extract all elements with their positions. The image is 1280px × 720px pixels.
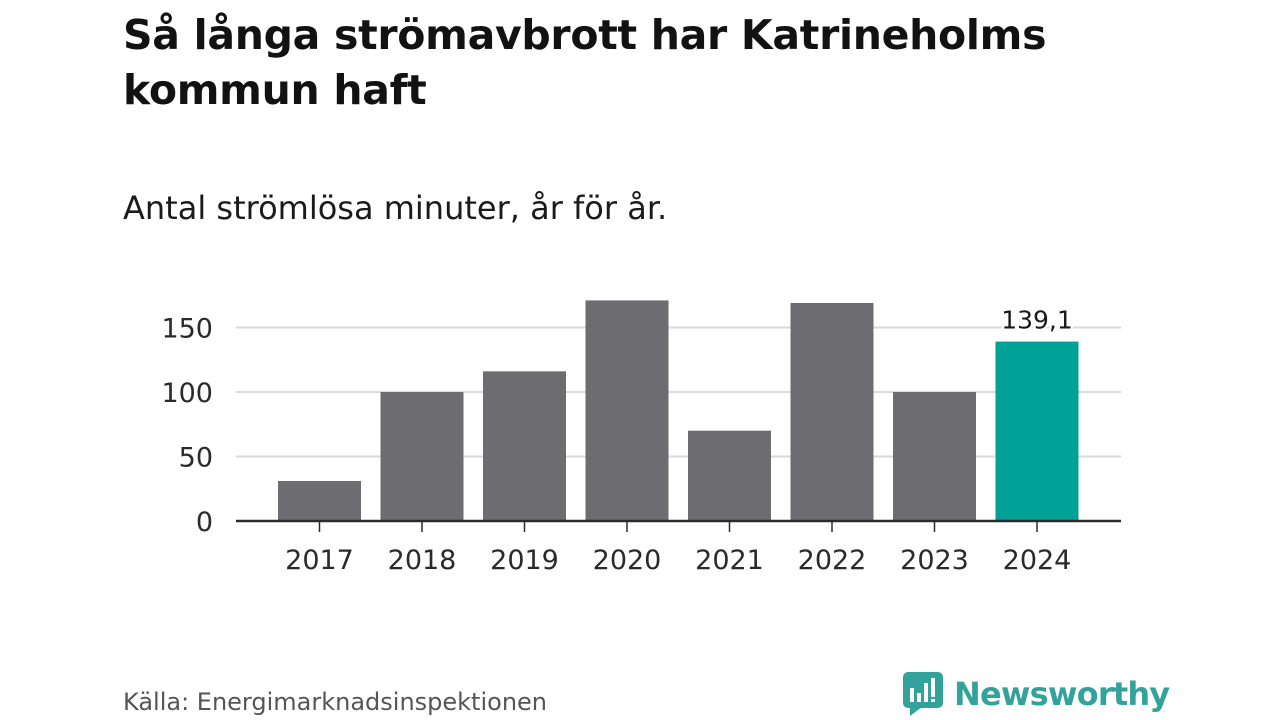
bar — [483, 371, 566, 521]
bar — [380, 392, 464, 521]
source-note: Källa: Energimarknadsinspektionen — [123, 688, 548, 716]
bar — [790, 302, 874, 521]
x-tick-label: 2019 — [490, 545, 559, 576]
x-tick-label: 2023 — [900, 545, 969, 576]
y-tick-label: 150 — [161, 314, 213, 345]
chart-title: Så långa strömavbrott har Katrineholms k… — [123, 11, 1047, 114]
brand-name: Newsworthy — [954, 675, 1170, 713]
chart-subtitle: Antal strömlösa minuter, år för år. — [123, 189, 668, 227]
bar — [278, 481, 361, 521]
x-tick-label: 2020 — [593, 545, 662, 576]
newsworthy-logo-icon — [903, 672, 943, 716]
bar — [585, 300, 669, 521]
data-label: 139,1 — [1001, 306, 1073, 335]
x-tick-label: 2022 — [798, 545, 867, 576]
y-tick-label: 0 — [196, 507, 213, 538]
brand-logo: Newsworthy — [902, 670, 1170, 718]
bar — [893, 392, 976, 521]
bar — [688, 430, 771, 521]
y-tick-label: 100 — [161, 378, 213, 409]
x-tick-label: 2017 — [285, 545, 354, 576]
y-tick-label: 50 — [179, 443, 213, 474]
x-tick-label: 2018 — [388, 545, 457, 576]
x-tick-label: 2024 — [1003, 545, 1072, 576]
x-tick-label: 2021 — [695, 545, 764, 576]
bar — [995, 341, 1079, 521]
